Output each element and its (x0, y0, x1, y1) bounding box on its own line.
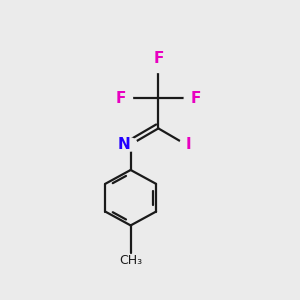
Text: F: F (116, 91, 126, 106)
Circle shape (124, 138, 137, 151)
Circle shape (152, 60, 165, 73)
Text: N: N (118, 137, 131, 152)
Text: I: I (186, 137, 192, 152)
Circle shape (180, 138, 193, 151)
Text: CH₃: CH₃ (119, 254, 142, 267)
Text: F: F (153, 51, 164, 66)
Text: F: F (191, 91, 201, 106)
Circle shape (184, 92, 197, 105)
Circle shape (120, 92, 133, 105)
